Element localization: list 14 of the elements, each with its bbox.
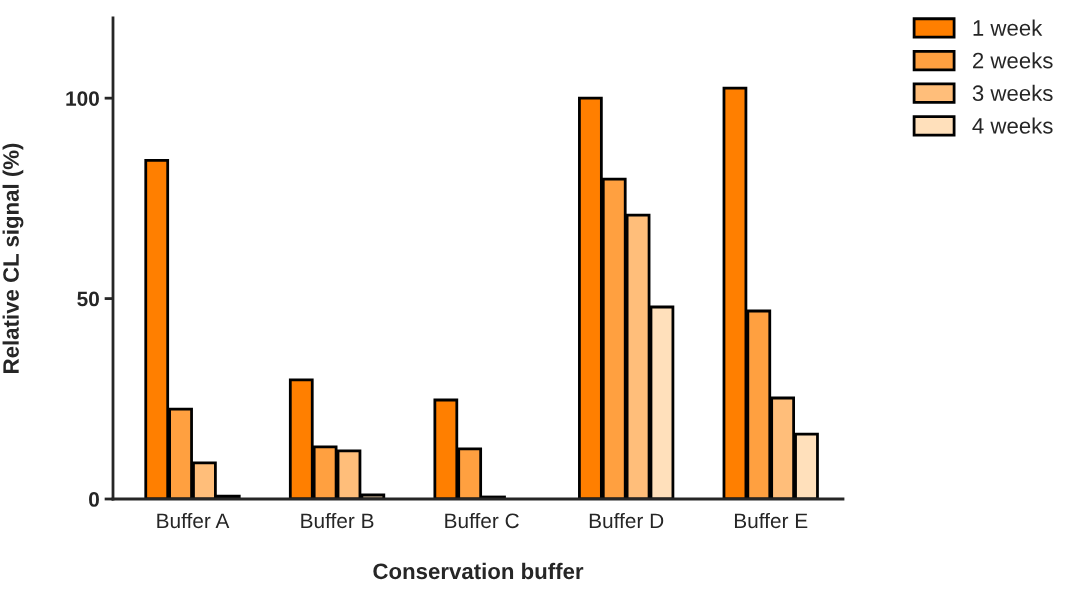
- x-tick-label: Buffer A: [157, 512, 230, 529]
- y-axis-title: Relative CL signal (%): [2, 143, 24, 373]
- legend-label: 1 week: [973, 19, 1043, 36]
- legend-label: 3 weeks: [972, 84, 1053, 102]
- legend-label: 2 weeks: [973, 52, 1053, 69]
- y-tick-label: 0: [89, 492, 99, 507]
- x-tick-label: Buffer D: [589, 512, 664, 529]
- x-tick-label: Buffer E: [734, 512, 808, 529]
- y-tick-label: 50: [77, 291, 99, 307]
- y-tick-label: 100: [66, 91, 99, 106]
- x-tick-label: Buffer B: [301, 512, 374, 529]
- x-tick-label: Buffer C: [445, 512, 519, 529]
- x-axis-title: Conservation buffer: [373, 562, 584, 580]
- legend-label: 4 weeks: [972, 117, 1053, 134]
